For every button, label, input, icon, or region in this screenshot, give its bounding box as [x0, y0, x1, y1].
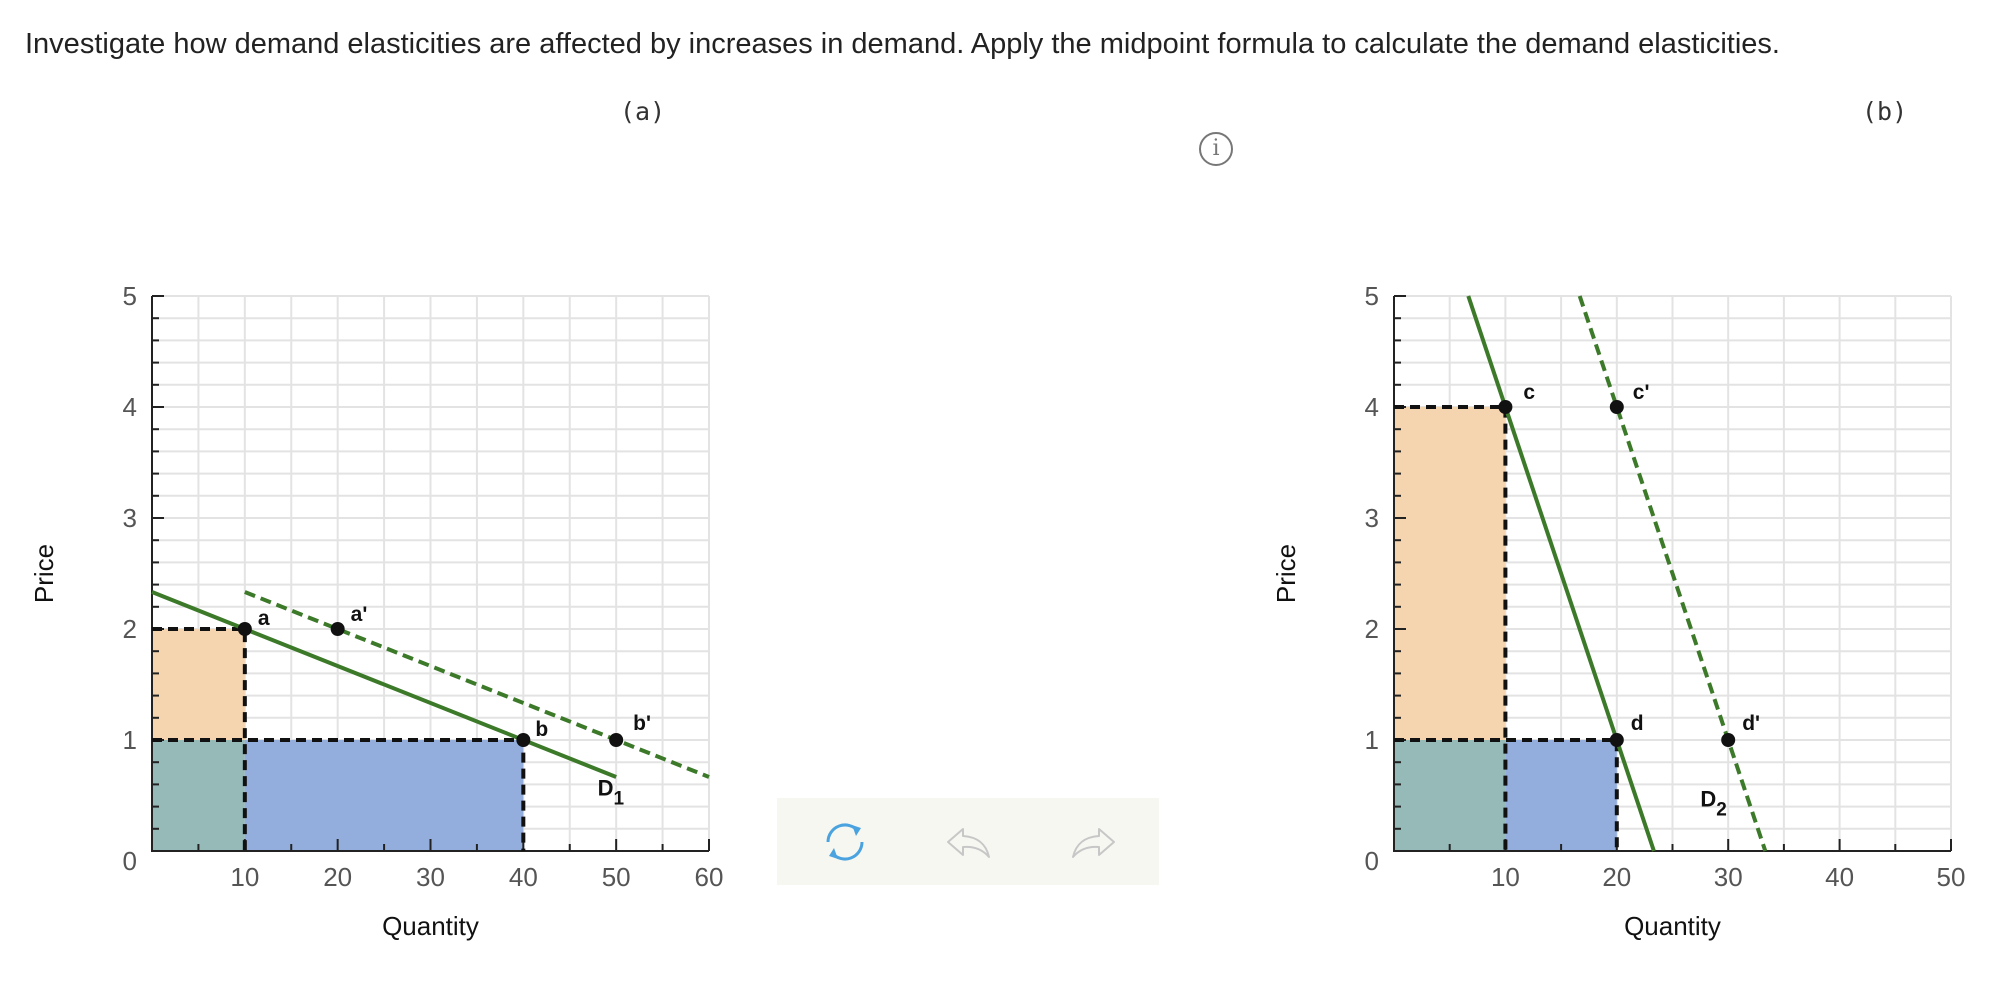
refresh-icon[interactable] — [819, 816, 871, 868]
chart-panel-b: 0 1 2 3 4 5 10 20 30 40 50 Quantity Price D2 c d c' d' — [1271, 281, 1966, 941]
x-axis-title: Quantity — [1624, 911, 1721, 941]
revenue-area — [1505, 740, 1617, 851]
panel-label-a: (a) — [620, 97, 666, 126]
demand-curve — [1466, 295, 1656, 852]
y-tick-label: 5 — [1365, 281, 1379, 311]
chart-panel-a: 0 1 2 3 4 5 10 20 30 40 50 60 Quantity Price D1 a b a' b' — [29, 281, 724, 941]
x-tick-label: 50 — [602, 862, 631, 892]
point-b-prime — [609, 733, 624, 747]
y-tick-label: 5 — [123, 281, 137, 311]
x-tick-label: 30 — [416, 862, 445, 892]
y-tick-label: 2 — [1365, 614, 1379, 644]
guide-line — [152, 627, 247, 851]
guide-line — [1394, 738, 1619, 851]
point-label: b — [535, 718, 548, 741]
guide-line — [1394, 405, 1508, 851]
y-tick-label: 1 — [1365, 725, 1379, 755]
point-c-prime — [1609, 400, 1624, 414]
panel-label-b: (b) — [1862, 97, 1908, 126]
revenue-area — [1394, 740, 1506, 851]
demand-curve — [151, 590, 617, 779]
point-c — [1498, 400, 1513, 414]
shifted-demand-curve — [244, 590, 710, 779]
point-a — [237, 622, 252, 636]
x-tick-label: 10 — [230, 862, 259, 892]
revenue-area — [152, 629, 245, 740]
point-label: b' — [633, 712, 651, 735]
graph-toolbar — [777, 798, 1159, 885]
point-a-prime — [330, 622, 345, 636]
y-tick-label: 2 — [123, 614, 137, 644]
y-tick-label: 0 — [1365, 846, 1379, 876]
y-tick-label: 3 — [123, 503, 137, 533]
point-d — [1609, 733, 1624, 747]
demand-curve-label: D2 — [1700, 787, 1726, 821]
x-tick-label: 30 — [1714, 862, 1743, 892]
problem-prompt: Investigate how demand elasticities are … — [25, 28, 1780, 60]
y-tick-label: 3 — [1365, 503, 1379, 533]
point-label: a — [258, 607, 270, 630]
revenue-area — [1394, 407, 1506, 740]
x-tick-label: 40 — [509, 862, 538, 892]
x-tick-label: 60 — [695, 862, 724, 892]
undo-icon[interactable] — [943, 816, 995, 868]
y-tick-label: 0 — [123, 846, 137, 876]
demand-curve-label: D1 — [598, 776, 625, 810]
x-tick-label: 20 — [1602, 862, 1631, 892]
y-axis-title: Price — [1271, 544, 1301, 603]
x-tick-label: 40 — [1825, 862, 1854, 892]
y-tick-label: 4 — [1365, 392, 1379, 422]
x-axis-title: Quantity — [382, 911, 479, 941]
point-label: a' — [351, 603, 368, 626]
point-b — [516, 733, 531, 747]
point-label: d — [1631, 712, 1644, 735]
revenue-area — [244, 740, 524, 851]
point-label: c — [1523, 381, 1535, 404]
redo-icon[interactable] — [1067, 816, 1119, 868]
point-label: d' — [1742, 712, 1760, 735]
revenue-area — [152, 740, 245, 851]
x-tick-label: 10 — [1491, 862, 1520, 892]
point-d-prime — [1721, 733, 1736, 747]
y-axis-title: Price — [29, 544, 59, 603]
info-icon[interactable]: i — [1199, 132, 1233, 166]
shifted-demand-curve — [1577, 295, 1768, 852]
x-tick-label: 20 — [323, 862, 352, 892]
x-tick-label: 50 — [1937, 862, 1966, 892]
point-label: c' — [1633, 381, 1650, 404]
y-tick-label: 4 — [123, 392, 137, 422]
y-tick-label: 1 — [123, 725, 137, 755]
